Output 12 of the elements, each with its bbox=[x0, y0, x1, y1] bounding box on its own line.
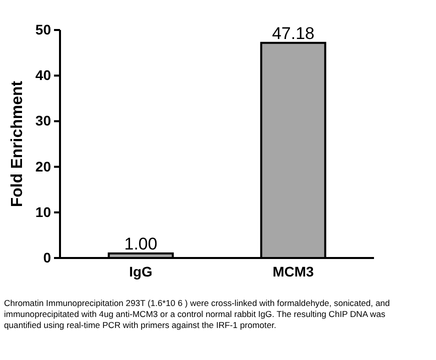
text: Chromatin Immunoprecipitation 293T (1.6*10 6 ) were cross-linked with formaldehyde, sonicated, and immunoprecipitated with 4ug anti-MCM3 or a control normal rabbit IgG. The resulting ChIP DNA was quantified using real-time PCR with primers against the IRF-1 promoter. bbox=[4, 298, 391, 331]
y-axis-title: Fold Enrichment bbox=[9, 80, 26, 208]
data-label: 47.18 bbox=[272, 24, 314, 43]
y-tick-label: 50 bbox=[35, 21, 52, 38]
y-tick-label: 20 bbox=[35, 158, 52, 174]
y-tick-label: 10 bbox=[35, 204, 52, 220]
data-label: 1.00 bbox=[124, 234, 158, 254]
x-tick-label: MCM3 bbox=[272, 263, 314, 280]
x-tick-label: IgG bbox=[129, 263, 153, 280]
y-tick-label: 40 bbox=[35, 67, 52, 84]
y-tick-label: 30 bbox=[35, 112, 52, 129]
y-tick-label: 0 bbox=[43, 249, 52, 266]
